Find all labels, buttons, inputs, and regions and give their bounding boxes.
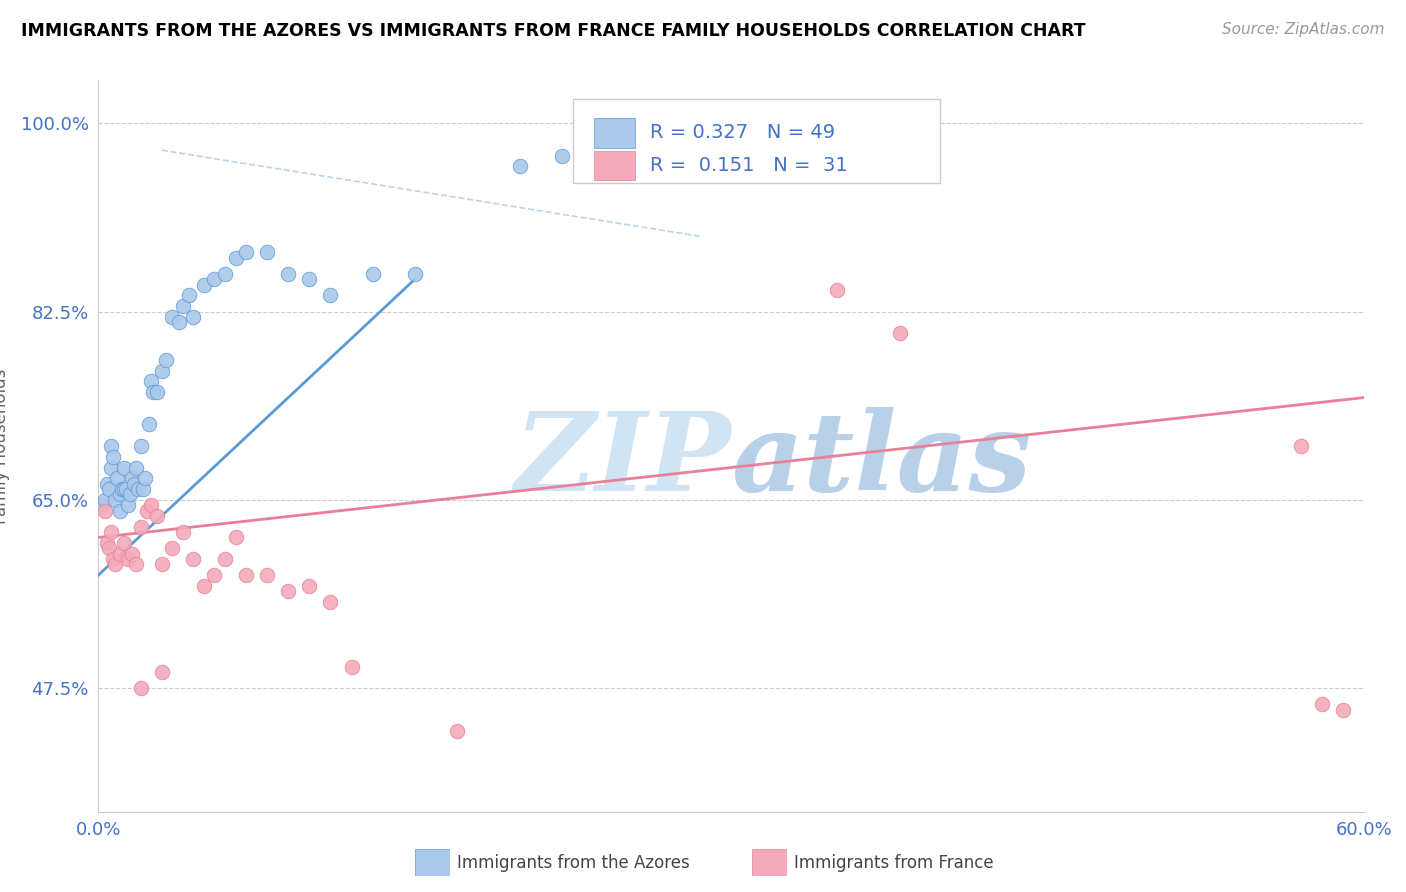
Point [141,375,163,389]
Point [108,487,131,501]
Point [155,353,177,368]
Point [1310,697,1333,711]
Point [446,724,468,739]
Point [96,536,118,550]
Point [121,547,143,561]
Point [107,471,129,485]
Point [319,595,342,609]
Point [111,482,132,496]
Point [277,584,299,599]
Point [121,471,143,485]
Point [183,552,205,566]
Point [132,482,155,496]
Point [509,159,531,173]
Point [141,498,163,512]
Point [146,508,169,523]
Point [162,310,183,324]
Point [103,552,125,566]
Point [138,417,160,432]
Point [104,492,127,507]
Text: Immigrants from France: Immigrants from France [794,855,994,872]
Point [129,681,152,695]
Point [124,476,146,491]
Point [115,482,138,496]
Point [193,277,215,292]
Point [551,148,574,162]
FancyBboxPatch shape [574,99,941,183]
Point [225,251,247,265]
Point [319,288,342,302]
Bar [595,119,636,147]
Point [112,482,135,496]
Point [125,558,148,572]
Point [150,364,173,378]
Point [204,272,226,286]
Point [214,552,236,566]
Y-axis label: Family Households: Family Households [0,368,10,524]
Point [225,530,247,544]
Point [98,482,121,496]
Point [91,498,114,512]
Point [150,558,173,572]
Point [256,245,278,260]
Point [340,659,363,673]
Point [136,503,159,517]
Point [404,267,426,281]
Point [129,439,152,453]
Point [103,450,125,464]
Point [825,283,848,297]
Point [98,541,121,556]
Point [256,568,278,582]
Point [128,482,150,496]
Point [193,579,215,593]
Point [100,460,122,475]
Point [183,310,205,324]
Point [108,503,131,517]
Point [120,487,141,501]
Point [142,385,165,400]
Point [129,519,152,533]
Text: R =  0.151   N =  31: R = 0.151 N = 31 [650,156,848,175]
Text: Source: ZipAtlas.com: Source: ZipAtlas.com [1222,22,1385,37]
Point [93,503,117,517]
Point [235,568,257,582]
Point [214,267,236,281]
Point [162,541,183,556]
Point [172,299,194,313]
Point [179,288,201,302]
Point [134,471,156,485]
Point [112,460,135,475]
Point [889,326,911,340]
Point [117,552,139,566]
Point [112,536,135,550]
Point [361,267,384,281]
Point [100,439,122,453]
Point [96,476,118,491]
Point [167,315,190,329]
Point [298,272,321,286]
Bar [595,151,636,180]
Point [298,579,321,593]
Point [100,524,122,539]
Point [1331,702,1354,716]
Text: ZIP: ZIP [515,407,731,515]
Point [117,498,139,512]
Point [582,137,605,152]
Point [108,547,131,561]
Text: Immigrants from the Azores: Immigrants from the Azores [457,855,690,872]
Point [146,385,169,400]
Point [172,524,194,539]
Point [277,267,299,281]
Point [235,245,257,260]
Point [204,568,226,582]
Point [150,665,173,679]
Point [104,558,127,572]
Text: IMMIGRANTS FROM THE AZORES VS IMMIGRANTS FROM FRANCE FAMILY HOUSEHOLDS CORRELATI: IMMIGRANTS FROM THE AZORES VS IMMIGRANTS… [21,22,1085,40]
Text: R = 0.327   N = 49: R = 0.327 N = 49 [650,123,835,143]
Text: atlas: atlas [731,407,1032,515]
Point [1289,439,1312,453]
Point [93,492,117,507]
Point [125,460,148,475]
